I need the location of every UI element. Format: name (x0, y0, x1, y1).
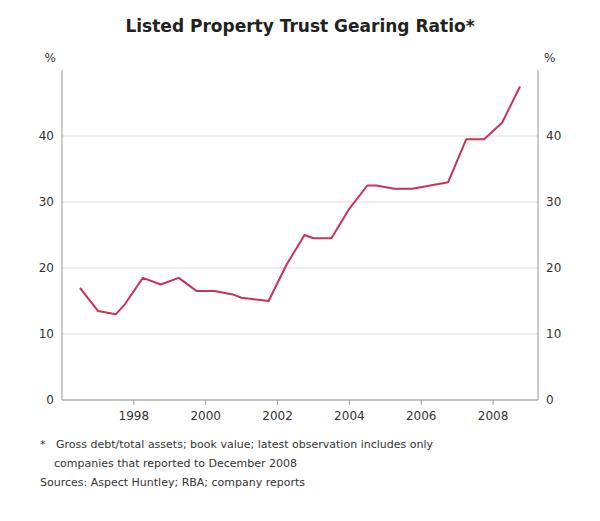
x-tick-label: 2008 (478, 409, 509, 423)
grid-line (62, 268, 538, 269)
x-tick-label: 2006 (406, 409, 437, 423)
y-tick-label: 30 (39, 195, 54, 209)
y2-tick-label: 40 (546, 129, 561, 143)
x-tick (349, 400, 350, 405)
y2-tick-label: 10 (546, 327, 561, 341)
y2-tick-label: 0 (546, 393, 554, 407)
x-tick-label: 2004 (334, 409, 365, 423)
y2-tick-label: 20 (546, 261, 561, 275)
y-axis-line (62, 70, 63, 400)
x-tick-label: 2002 (262, 409, 293, 423)
footnote: Sources: Aspect Huntley; RBA; company re… (40, 476, 305, 489)
y2-axis-line (538, 70, 539, 400)
plot-area (80, 87, 520, 315)
chart: Listed Property Trust Gearing Ratio* 1998… (0, 0, 600, 521)
x-tick (277, 400, 278, 405)
x-tick (421, 400, 422, 405)
x-tick-label: 2000 (190, 409, 221, 423)
y-tick-label: 20 (39, 261, 54, 275)
y-tick-label: 40 (39, 129, 54, 143)
footnote: companies that reported to December 2008 (40, 457, 297, 470)
x-tick (133, 400, 134, 405)
x-tick (493, 400, 494, 405)
grid-line (62, 202, 538, 203)
x-tick (205, 400, 206, 405)
grid-line (62, 136, 538, 137)
line (80, 87, 520, 315)
footnote: * Gross debt/total assets; book value; l… (40, 438, 433, 451)
y2-axis-label: % (544, 51, 555, 65)
y-tick-label: 0 (46, 393, 54, 407)
x-tick-label: 1998 (119, 409, 150, 423)
y-tick-label: 10 (39, 327, 54, 341)
y2-tick-label: 30 (546, 195, 561, 209)
title: Listed Property Trust Gearing Ratio* (125, 16, 474, 36)
grid-line (62, 334, 538, 335)
y-axis-label: % (45, 51, 56, 65)
